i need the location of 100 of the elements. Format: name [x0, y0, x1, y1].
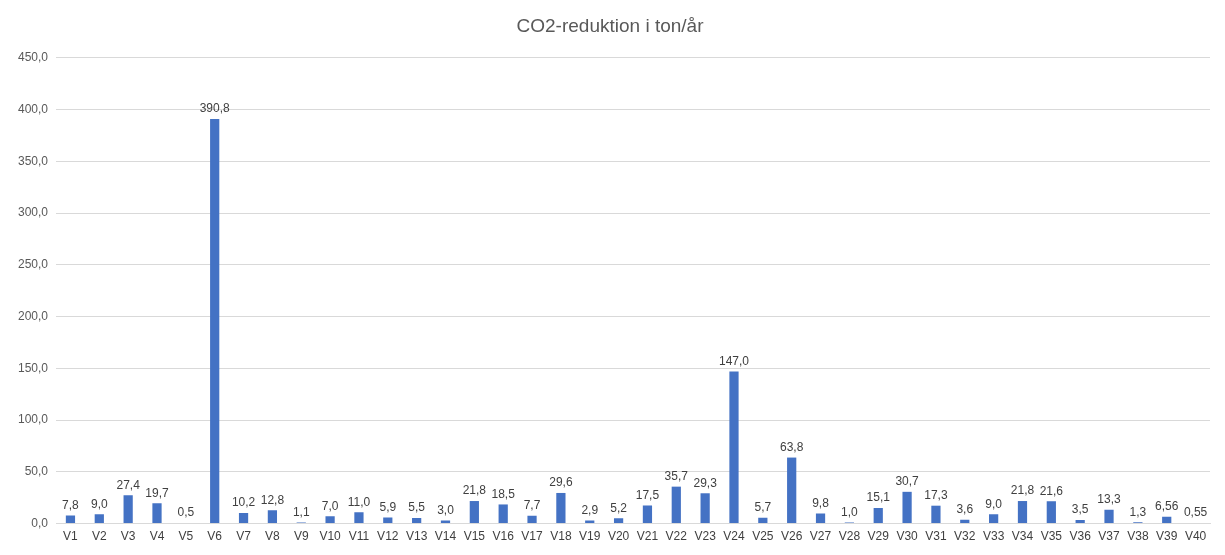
data-label: 9,0 [90, 496, 108, 511]
x-tick-label: V18 [550, 529, 572, 544]
bar [815, 513, 826, 524]
data-label: 7,7 [523, 497, 541, 512]
bar [642, 505, 653, 524]
data-label: 5,2 [610, 500, 628, 515]
x-tick-label: V2 [91, 529, 107, 544]
bar [787, 457, 797, 524]
y-tick-label: 150,0 [18, 360, 49, 375]
bar [873, 507, 883, 524]
bar [989, 514, 999, 524]
x-tick-label: V8 [265, 529, 281, 544]
bar [267, 510, 278, 524]
bar [902, 491, 912, 524]
data-label: 63,8 [780, 439, 804, 454]
x-tick-label: V38 [1127, 529, 1149, 544]
chart-title: CO2-reduktion i ton/år [516, 14, 705, 36]
bar [1104, 509, 1114, 524]
x-tick-label: V35 [1040, 529, 1063, 544]
bar [152, 503, 162, 524]
x-tick-label: V30 [896, 529, 919, 544]
data-label: 5,7 [754, 500, 772, 515]
x-tick-label: V31 [925, 529, 947, 544]
data-label: 3,0 [437, 502, 455, 517]
data-label: 29,3 [693, 475, 718, 490]
data-label: 147,0 [718, 353, 750, 368]
x-tick-label: V39 [1156, 529, 1178, 544]
bar [383, 517, 393, 524]
bar [1046, 501, 1056, 524]
bar [729, 371, 739, 524]
data-label: 390,8 [199, 101, 231, 116]
data-label: 10,2 [231, 495, 256, 510]
bar [1017, 501, 1028, 524]
y-tick-label: 400,0 [18, 101, 49, 116]
bar [498, 504, 508, 524]
x-tick-label: V34 [1011, 529, 1034, 544]
y-tick-label: 250,0 [18, 257, 49, 272]
bar [1075, 519, 1085, 524]
data-label: 9,0 [985, 496, 1003, 511]
x-tick-label: V10 [319, 529, 342, 544]
x-tick-label: V5 [178, 529, 194, 544]
x-tick-label: V19 [579, 529, 601, 544]
data-label: 15,1 [866, 490, 891, 505]
x-tick-label: V26 [781, 529, 803, 544]
bar [94, 514, 104, 524]
bar [931, 505, 941, 524]
data-label: 2,9 [581, 502, 599, 517]
data-label: 0,5 [177, 505, 195, 520]
bar [354, 512, 364, 524]
bar [238, 513, 249, 524]
data-label: 21,6 [1039, 483, 1064, 498]
data-label: 19,7 [145, 485, 169, 500]
bar [123, 495, 133, 524]
bar [412, 517, 422, 524]
data-label: 1,0 [841, 504, 859, 519]
data-label: 5,5 [408, 500, 426, 515]
x-tick-label: V36 [1069, 529, 1092, 544]
x-tick-label: V16 [492, 529, 515, 544]
bar [613, 518, 624, 524]
y-tick-label: 300,0 [18, 205, 49, 220]
bar [527, 515, 537, 524]
x-tick-label: V22 [665, 529, 688, 544]
data-label: 6,56 [1155, 499, 1179, 514]
y-tick-label: 50,0 [24, 464, 49, 479]
x-tick-label: V29 [867, 529, 890, 544]
x-tick-label: V21 [636, 529, 659, 544]
x-tick-label: V1 [63, 529, 79, 544]
x-tick-label: V9 [293, 529, 309, 544]
x-tick-label: V33 [982, 529, 1005, 544]
x-tick-label: V12 [377, 529, 399, 544]
bar [1162, 516, 1172, 524]
x-tick-label: V14 [434, 529, 457, 544]
y-tick-label: 100,0 [18, 412, 49, 427]
data-label: 17,5 [635, 487, 660, 502]
bar [440, 520, 451, 524]
data-label: 30,7 [895, 474, 920, 489]
x-tick-label: V17 [521, 529, 544, 544]
data-label: 11,0 [347, 494, 371, 509]
data-label: 29,6 [549, 475, 573, 490]
y-tick-label: 450,0 [18, 50, 49, 65]
data-label: 27,4 [116, 477, 141, 492]
bar [325, 516, 335, 524]
data-label: 0,55 [1183, 505, 1208, 520]
data-label: 12,8 [260, 492, 285, 507]
x-tick-label: V24 [723, 529, 745, 544]
x-tick-label: V40 [1184, 529, 1207, 544]
x-tick-label: V7 [236, 529, 252, 544]
x-tick-label: V25 [752, 529, 774, 544]
data-label: 5,9 [379, 499, 397, 514]
data-label: 18,5 [491, 486, 516, 501]
data-label: 13,3 [1097, 492, 1122, 507]
data-label: 17,3 [924, 488, 948, 503]
x-tick-label: V3 [120, 529, 136, 544]
bar [469, 501, 479, 524]
x-tick-label: V28 [838, 529, 861, 544]
x-tick-label: V13 [405, 529, 428, 544]
x-tick-label: V15 [463, 529, 486, 544]
x-tick-label: V20 [607, 529, 630, 544]
x-tick-label: V37 [1098, 529, 1121, 544]
bar [960, 519, 970, 524]
